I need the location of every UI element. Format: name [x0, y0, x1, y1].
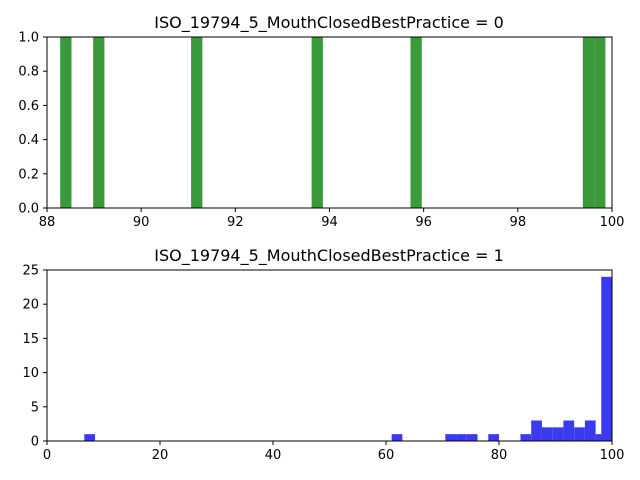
subplot-bottom-bar-14 — [601, 276, 612, 441]
subplot-bottom-x-axis: 0 20 40 60 80 100 — [43, 441, 625, 463]
subplot-top-x-axis: 88 90 92 94 96 98 100 — [39, 208, 625, 230]
subplot-top-y-tick-label-1: 0.2 — [18, 167, 39, 182]
subplot-bottom-bars — [84, 276, 612, 441]
subplot-top-bar-2 — [191, 37, 203, 208]
subplot-bottom-x-tick-label-0: 0 — [43, 448, 51, 463]
subplot-top-bar-6 — [594, 37, 606, 208]
subplot-top-bar-5 — [582, 37, 595, 208]
subplot-bottom-y-tick-label-2: 10 — [22, 366, 39, 381]
subplot-top-y-tick-label-4: 0.8 — [18, 65, 39, 80]
subplot-bottom-x-tick-label-1: 20 — [152, 448, 169, 463]
subplot-bottom-x-tick-label-5: 100 — [600, 448, 625, 463]
subplot-bottom-bar-8 — [541, 427, 553, 441]
subplot-top-y-axis: 0.0 0.2 0.4 0.6 0.8 1.0 — [18, 31, 47, 217]
subplot-bottom-y-tick-label-0: 0 — [31, 435, 39, 450]
subplot-bottom-bar-12 — [584, 420, 596, 441]
subplot-bottom-x-tick-label-4: 80 — [491, 448, 508, 463]
subplot-bottom-bar-0 — [84, 434, 96, 441]
subplot-bottom-bar-4 — [466, 434, 478, 441]
subplot-top-bar-3 — [311, 37, 323, 208]
subplot-bottom-y-tick-label-3: 15 — [22, 332, 39, 347]
subplot-bottom-bar-2 — [445, 434, 457, 441]
subplot-top: ISO_19794_5_MouthClosedBestPractice = 0 … — [18, 13, 624, 230]
subplot-bottom-y-axis: 0 5 10 15 20 25 — [22, 264, 47, 450]
subplot-top-x-tick-label-2: 92 — [227, 215, 244, 230]
subplot-top-x-tick-label-4: 96 — [415, 215, 432, 230]
subplot-top-bar-4 — [410, 37, 422, 208]
subplot-top-x-tick-label-0: 88 — [39, 215, 56, 230]
subplot-bottom-y-tick-label-1: 5 — [31, 400, 39, 415]
subplot-top-x-tick-label-5: 98 — [510, 215, 527, 230]
subplot-top-axes-frame — [46, 36, 613, 209]
subplot-bottom-x-tick-label-2: 40 — [265, 448, 282, 463]
subplot-bottom-bar-7 — [531, 420, 542, 441]
subplot-bottom-bar-5 — [488, 434, 499, 441]
subplot-bottom-y-tick-label-5: 25 — [22, 264, 39, 279]
subplot-top-title: ISO_19794_5_MouthClosedBestPractice = 0 — [154, 13, 504, 33]
subplot-top-bar-1 — [93, 37, 105, 208]
subplot-bottom-bar-1 — [391, 434, 403, 441]
subplot-top-x-tick-label-3: 94 — [321, 215, 338, 230]
subplot-bottom-bar-3 — [456, 434, 467, 441]
subplot-bottom-title: ISO_19794_5_MouthClosedBestPractice = 1 — [154, 246, 504, 266]
subplot-bottom-axes-frame — [46, 269, 613, 442]
subplot-bottom-bar-10 — [563, 420, 575, 441]
subplot-bottom-bar-6 — [520, 434, 532, 441]
subplot-bottom: ISO_19794_5_MouthClosedBestPractice = 1 … — [22, 246, 624, 463]
subplot-top-y-tick-label-2: 0.4 — [18, 133, 39, 148]
subplot-top-bars — [60, 37, 606, 208]
subplot-top-x-tick-label-1: 90 — [133, 215, 150, 230]
subplot-top-y-tick-label-3: 0.6 — [18, 99, 39, 114]
subplot-top-bar-0 — [60, 37, 72, 208]
subplot-top-y-tick-label-0: 0.0 — [18, 202, 39, 217]
subplot-bottom-bar-9 — [552, 427, 564, 441]
subplot-bottom-bar-11 — [574, 427, 585, 441]
subplot-bottom-bar-13 — [595, 434, 607, 441]
subplot-top-x-tick-label-6: 100 — [600, 215, 625, 230]
subplot-top-y-tick-label-5: 1.0 — [18, 31, 39, 46]
subplot-bottom-y-tick-label-4: 20 — [22, 298, 39, 313]
subplot-bottom-x-tick-label-3: 60 — [378, 448, 395, 463]
